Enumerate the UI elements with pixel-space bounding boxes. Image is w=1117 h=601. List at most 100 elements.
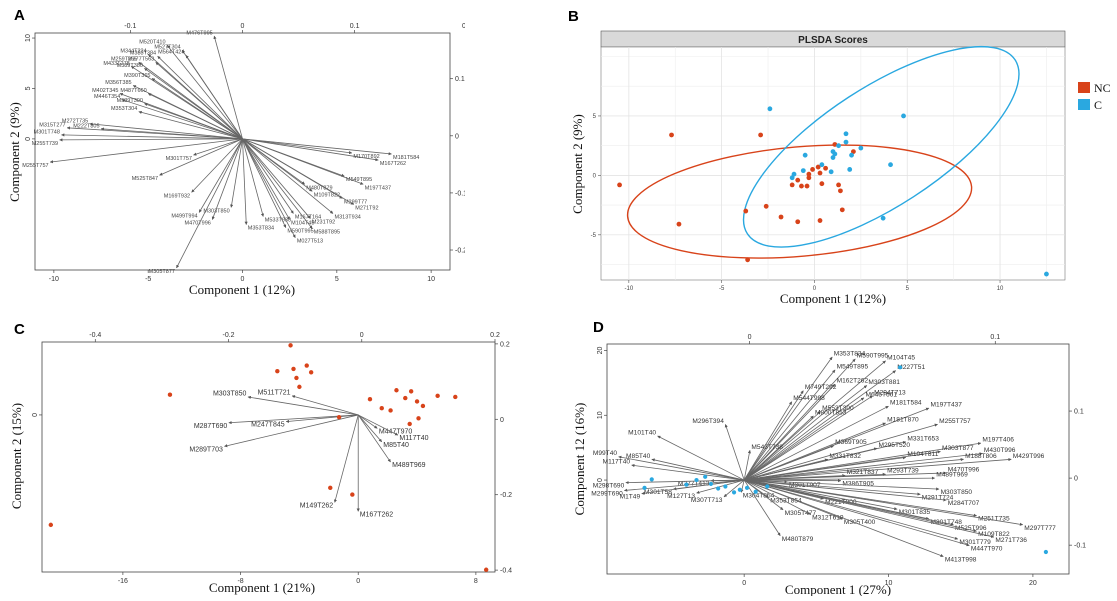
loading-arrow <box>743 370 896 481</box>
loading-label: M303T850 <box>941 489 973 496</box>
score-point-nc <box>817 170 823 176</box>
score-point-nc <box>778 214 784 220</box>
observation-point <box>379 405 384 411</box>
loading-arrow <box>744 479 1024 526</box>
loading-label: M162T262 <box>837 378 869 385</box>
loading-label: M525T996 <box>955 525 987 532</box>
loading-label: M104T811 <box>907 451 938 458</box>
loading-label: M149T262 <box>300 502 334 509</box>
loading-arrow <box>242 138 364 185</box>
panel-a-frame <box>34 32 451 271</box>
loading-arrow <box>743 369 836 481</box>
loading-label: M312T619 <box>812 514 844 521</box>
loading-label: M390T365 <box>124 73 150 79</box>
loading-arrow <box>166 44 243 140</box>
loading-arrow <box>357 414 383 443</box>
observation-point <box>435 393 440 399</box>
loading-arrow <box>631 463 745 481</box>
loading-arrow <box>744 422 886 481</box>
score-point-nc <box>795 219 801 225</box>
left-tick-label: 0 <box>32 413 39 417</box>
loading-arrow <box>230 138 243 208</box>
loading-arrow <box>242 138 248 225</box>
loading-arrow <box>743 479 784 511</box>
loading-arrow <box>744 479 940 491</box>
score-point-c <box>767 106 773 112</box>
loading-label: M564T424 <box>158 50 184 56</box>
panel-c-xlabel: Component 1 (21%) <box>209 580 315 595</box>
score-point-nc <box>795 177 801 183</box>
loading-arrow <box>724 424 745 481</box>
loading-label: M402T345 <box>92 88 118 94</box>
right-tick-label: -0.2 <box>500 492 512 499</box>
observation-point <box>731 490 737 495</box>
y-tick-label: 0 <box>593 173 597 179</box>
loading-label: M533T930 <box>265 218 291 224</box>
loading-label: M1T49 <box>620 494 641 501</box>
loading-label: M259T265 <box>111 57 137 63</box>
bottom-tick-label: -5 <box>145 276 151 283</box>
score-point-nc <box>839 207 845 213</box>
loading-label: M197T406 <box>982 437 1014 444</box>
observation-point <box>744 485 750 490</box>
score-point-nc <box>676 221 682 227</box>
loading-arrow <box>291 395 359 416</box>
loading-label: M520T410 <box>139 40 165 46</box>
score-point-nc <box>617 182 622 188</box>
bottom-tick-label: -8 <box>237 578 243 585</box>
observation-point <box>48 522 54 528</box>
observation-point <box>291 366 296 372</box>
loading-label: M296T394 <box>692 418 724 425</box>
loading-label: M447T970 <box>379 428 413 435</box>
loading-arrow <box>59 138 243 142</box>
loading-arrow <box>151 78 243 140</box>
score-point-c <box>830 155 836 160</box>
loading-label: M301T748 <box>930 519 962 526</box>
score-point-c <box>789 175 795 181</box>
loading-label: M104T45 <box>887 354 915 361</box>
loading-label: M109T822 <box>978 531 1010 538</box>
score-point-nc <box>758 132 764 138</box>
panel-a-letter: A <box>14 7 25 24</box>
loading-label: M271T736 <box>995 537 1027 544</box>
x-tick-label: 10 <box>997 286 1004 292</box>
bottom-tick-label: 20 <box>1029 580 1037 587</box>
score-point-c <box>836 143 841 149</box>
loading-arrow <box>743 479 811 515</box>
loading-label: M446T354 <box>94 94 120 100</box>
right-tick-label: 0.2 <box>500 341 510 348</box>
panel-b-svg: B PLSDA Scores -10 -5 0 5 10 -5 0 5 Component 1… <box>568 8 1111 306</box>
top-tick-label: 0.1 <box>350 23 360 30</box>
loading-label: M227T51 <box>897 364 925 371</box>
loading-label: M470T996 <box>185 221 211 227</box>
loading-arrow <box>743 415 814 481</box>
loading-label: M549T895 <box>837 363 869 370</box>
score-point-nc <box>669 132 674 138</box>
loading-label: M476T995 <box>186 31 212 37</box>
loading-label: M301T748 <box>34 129 60 135</box>
loading-label: M289T703 <box>189 446 223 453</box>
panel-b-legend: NC C <box>1078 81 1111 112</box>
loading-label: M301T58 <box>644 489 672 496</box>
loading-label: M353T834 <box>248 226 274 232</box>
loading-label: M101T40 <box>628 430 656 437</box>
panel-c-frame <box>41 341 496 573</box>
loading-arrow <box>743 358 856 481</box>
loading-label: M85T40 <box>383 442 409 449</box>
observation-point <box>453 394 458 400</box>
panel-b: B PLSDA Scores -10 -5 0 5 10 -5 0 5 Component 1… <box>555 0 1117 310</box>
loading-arrow <box>696 479 745 494</box>
loading-label: M291T724 <box>922 494 954 501</box>
loading-arrow <box>159 138 243 176</box>
loading-arrow <box>723 479 745 498</box>
loading-label: M413T998 <box>945 557 977 564</box>
loading-label: M293T739 <box>887 468 919 475</box>
loading-label: M489T969 <box>392 462 426 469</box>
loading-arrow <box>357 414 391 463</box>
observation-point <box>394 388 399 393</box>
loading-arrow <box>744 474 846 481</box>
loading-arrow <box>242 138 311 219</box>
loading-label: M127T13 <box>667 493 695 500</box>
loading-label: M356T385 <box>105 80 131 86</box>
loading-label: M353T304 <box>111 106 137 112</box>
